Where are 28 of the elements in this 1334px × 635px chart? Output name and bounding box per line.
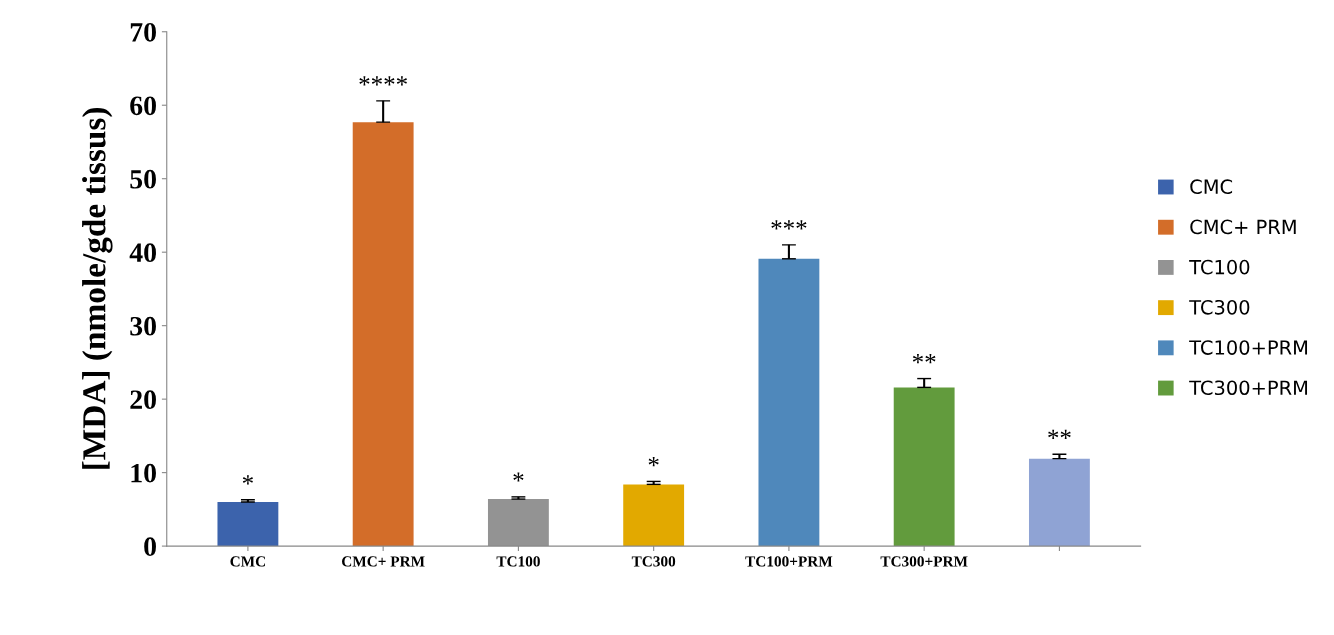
legend-label: CMC+ PRM xyxy=(1190,219,1296,235)
y-tick-label: 10 xyxy=(131,463,156,483)
annotation: * xyxy=(242,475,253,485)
y-axis-title: [MDA] (nmole/gde tissus) xyxy=(82,108,113,469)
y-tick-label: 50 xyxy=(130,169,156,189)
x-tick-label: TC100 xyxy=(496,556,540,567)
annotation: **** xyxy=(359,76,407,86)
annotation: * xyxy=(513,472,524,482)
x-tick-label: CMC xyxy=(230,556,265,567)
annotation: ** xyxy=(912,354,936,364)
x-tick-label: TC300+PRM xyxy=(880,556,968,567)
annotation: ** xyxy=(1048,429,1071,439)
y-tick-label: 30 xyxy=(130,316,156,336)
y-tick-label: 60 xyxy=(130,96,156,116)
legend-label: CMC xyxy=(1190,179,1233,195)
y-tick-label: 0 xyxy=(144,537,156,557)
y-tick-label: 40 xyxy=(129,243,156,263)
legend-label: TC300 xyxy=(1189,299,1250,315)
x-tick-label: TC100+PRM xyxy=(745,556,833,567)
annotation: * xyxy=(648,456,659,467)
x-tick-label: TC300 xyxy=(631,556,676,567)
annotation: *** xyxy=(771,220,807,230)
x-tick-label: CMC+ PRM xyxy=(342,556,425,567)
legend-label: TC100 xyxy=(1189,259,1250,275)
y-tick-label: 20 xyxy=(130,390,156,410)
legend-label: TC100+PRM xyxy=(1189,340,1308,355)
y-tick-label: 70 xyxy=(130,22,156,42)
legend-label: TC300+PRM xyxy=(1189,380,1308,396)
